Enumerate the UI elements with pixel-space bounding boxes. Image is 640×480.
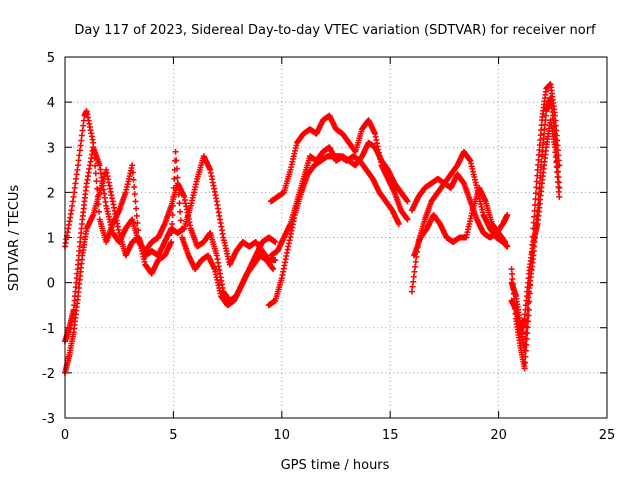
series-track-d	[267, 112, 411, 223]
data-point	[395, 220, 402, 227]
x-axis-label: GPS time / hours	[281, 458, 390, 473]
data-point	[404, 216, 411, 223]
data-points	[62, 81, 563, 376]
interpolated-point	[134, 220, 141, 227]
interpolated-point	[176, 200, 183, 207]
data-point	[502, 239, 509, 246]
interpolated-point	[173, 157, 180, 164]
data-point	[556, 193, 563, 200]
interpolated-point	[175, 191, 182, 198]
data-point	[521, 365, 528, 372]
x-tick-label: 25	[599, 428, 616, 443]
data-point	[129, 162, 136, 169]
series-track-c	[62, 148, 277, 376]
data-point	[172, 148, 179, 155]
interpolated-point	[177, 208, 184, 215]
y-tick-label: -1	[42, 322, 55, 337]
interpolated-point	[133, 205, 140, 212]
interpolated-point	[169, 220, 176, 227]
x-tick-label: 10	[274, 428, 291, 443]
interpolated-point	[522, 341, 529, 348]
series-track-l	[508, 117, 563, 336]
interpolated-point	[168, 229, 175, 236]
interpolated-point	[170, 193, 177, 200]
y-tick-label: 3	[47, 141, 55, 156]
data-point	[404, 198, 411, 205]
series-track-f	[265, 153, 402, 309]
y-tick-label: -2	[42, 367, 55, 382]
interpolated-point	[533, 178, 540, 185]
interpolated-point	[133, 212, 140, 219]
interpolated-point	[534, 172, 541, 179]
interpolated-point	[533, 184, 540, 191]
interpolated-point	[175, 183, 182, 190]
y-tick-label: 5	[47, 51, 55, 66]
x-tick-label: 20	[490, 428, 507, 443]
interpolated-point	[132, 198, 139, 205]
interpolated-point	[522, 335, 529, 342]
interpolated-point	[522, 359, 529, 366]
data-point	[272, 239, 279, 246]
interpolated-point	[131, 183, 138, 190]
interpolated-point	[532, 190, 539, 197]
data-point	[521, 347, 528, 354]
y-tick-label: -3	[42, 412, 55, 427]
series-track-a	[62, 108, 279, 268]
interpolated-point	[522, 329, 529, 336]
series-track-g	[408, 148, 511, 295]
interpolated-point	[169, 211, 176, 218]
data-point	[270, 266, 277, 273]
interpolated-point	[174, 174, 181, 181]
data-point	[272, 257, 279, 264]
y-tick-label: 2	[47, 186, 55, 201]
data-point	[168, 239, 175, 246]
data-point	[504, 211, 511, 218]
x-tick-label: 5	[169, 428, 177, 443]
interpolated-point	[170, 184, 177, 191]
y-tick-label: 4	[47, 96, 55, 111]
interpolated-point	[554, 163, 561, 170]
plot-frame	[64, 56, 608, 419]
interpolated-point	[131, 191, 138, 198]
interpolated-point	[171, 175, 178, 182]
interpolated-point	[169, 202, 176, 209]
tick-labels: 0 5 10 15 20 25 -3 -2 -1 0 1 2 3 4 5	[42, 51, 615, 443]
interpolated-point	[92, 170, 99, 177]
y-tick-label: 0	[47, 277, 55, 292]
y-tick-label: 1	[47, 232, 55, 247]
chart-title: Day 117 of 2023, Sidereal Day-to-day VTE…	[74, 23, 596, 38]
x-tick-label: 15	[382, 428, 399, 443]
interpolated-point	[94, 185, 101, 192]
series-track-i	[411, 184, 509, 259]
interpolated-point	[173, 165, 180, 172]
x-tick-label: 0	[61, 428, 69, 443]
interpolated-point	[96, 208, 103, 215]
interpolated-point	[177, 217, 184, 224]
interpolated-point	[178, 225, 185, 232]
interpolated-point	[522, 353, 529, 360]
data-point	[504, 243, 511, 250]
interpolated-point	[129, 169, 136, 176]
y-axis-label: SDTVAR / TECUs	[7, 185, 22, 292]
interpolated-point	[130, 176, 137, 183]
interpolated-point	[93, 178, 100, 185]
